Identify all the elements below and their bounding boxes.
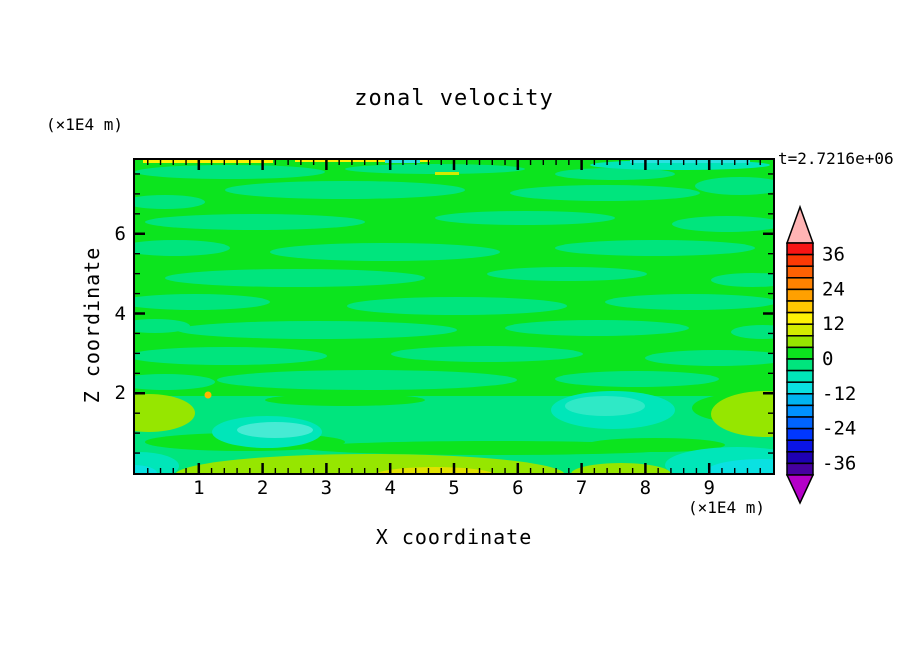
- contour-patch: [135, 240, 230, 256]
- y-tick-label: 6: [114, 222, 126, 245]
- colorbar-tick-label: 36: [822, 244, 845, 266]
- x-tick-label: 4: [384, 477, 396, 499]
- colorbar-segment: [786, 416, 814, 430]
- colorbar-segment: [786, 358, 814, 372]
- contour-patch: [165, 269, 425, 287]
- contour-patch: [672, 216, 773, 232]
- contour-patch: [135, 294, 270, 310]
- contour-patch: [435, 211, 615, 225]
- contour-patch: [237, 422, 313, 438]
- colorbar-segment: [786, 323, 814, 337]
- colorbar-tick-label: -36: [822, 452, 856, 474]
- contour-patch: [731, 325, 773, 339]
- contour-patch: [135, 374, 215, 390]
- colorbar-segment: [786, 369, 814, 383]
- y-tick-label: 4: [114, 302, 126, 325]
- colorbar-segment: [786, 381, 814, 395]
- colorbar-segment: [786, 335, 814, 349]
- colorbar-tick-label: 12: [822, 313, 845, 335]
- contour-patch: [265, 394, 425, 406]
- contour-patch: [177, 321, 457, 339]
- colorbar-segment: [786, 265, 814, 279]
- contour-patch: [630, 160, 750, 163]
- x-tick-label: 6: [512, 477, 524, 499]
- contour-patch: [555, 371, 719, 387]
- contour-patch: [135, 165, 325, 179]
- colorbar-segment: [786, 462, 814, 476]
- contour-patch: [565, 396, 645, 416]
- contour-patch: [435, 172, 459, 175]
- contour-patch: [707, 459, 773, 473]
- colorbar-tick-label: -24: [822, 418, 856, 440]
- contour-patch: [391, 346, 583, 362]
- x-tick-label: 9: [703, 477, 715, 499]
- contour-patch: [295, 160, 430, 162]
- colorbar-tick-label: -12: [822, 383, 856, 405]
- time-annotation: t=2.7216e+06: [778, 149, 894, 168]
- contour-patch: [347, 297, 567, 315]
- plot-area: [133, 158, 775, 475]
- colorbar-tick-label: 24: [822, 278, 845, 300]
- contour-patch: [204, 391, 212, 399]
- contour-patch: [585, 438, 725, 452]
- colorbar-segment: [786, 439, 814, 453]
- contour-patch: [135, 465, 157, 473]
- contour-patch: [270, 243, 500, 261]
- colorbar-segment: [786, 242, 814, 256]
- contour-patch: [711, 273, 773, 287]
- contour-patch: [711, 391, 773, 437]
- x-axis-unit-label: (×1E4 m): [688, 498, 766, 517]
- x-tick-label: 8: [639, 477, 652, 499]
- contour-patch: [135, 319, 190, 333]
- colorbar-segment: [786, 346, 814, 360]
- contour-patch: [695, 177, 773, 195]
- colorbar-segment: [786, 253, 814, 267]
- colorbar-segment: [786, 427, 814, 441]
- colorbar-segment: [786, 311, 814, 325]
- contour-patch: [505, 320, 689, 336]
- contour-patch: [605, 294, 773, 310]
- colorbar-arrow-above: [785, 204, 815, 244]
- colorbar-segment: [786, 288, 814, 302]
- contour-patch: [143, 160, 273, 163]
- x-tick-label: 7: [575, 477, 588, 499]
- x-tick-label: 5: [448, 477, 460, 499]
- contour-field: [135, 160, 773, 473]
- colorbar-segment: [786, 451, 814, 465]
- x-tick-label: 1: [193, 477, 205, 499]
- colorbar-arrow-below: [785, 474, 815, 505]
- contour-patch: [225, 181, 465, 199]
- contour-patch: [555, 168, 675, 180]
- contour-patch: [510, 185, 700, 201]
- y-axis-title: Z coordinate: [80, 246, 104, 404]
- x-tick-label: 3: [320, 477, 333, 499]
- x-axis-title: X coordinate: [375, 525, 533, 549]
- colorbar-tick-label: 0: [822, 348, 833, 370]
- x-tick-label: 2: [256, 477, 269, 499]
- contour-patch: [645, 350, 773, 366]
- colorbar-segment: [786, 393, 814, 407]
- colorbar: 36 24 12 0 -12 -24 -36: [785, 204, 856, 505]
- contour-patch: [135, 195, 205, 209]
- contour-patch: [145, 214, 365, 230]
- colorbar-segment: [786, 300, 814, 314]
- chart-title: zonal velocity: [354, 86, 554, 111]
- contour-patch: [217, 370, 517, 390]
- colorbar-segment: [786, 277, 814, 291]
- y-tick-label: 2: [114, 382, 126, 405]
- colorbar-segment: [786, 404, 814, 418]
- contour-patch: [487, 267, 647, 281]
- contour-patch: [555, 240, 755, 256]
- y-axis-unit-label: (×1E4 m): [46, 115, 124, 134]
- contour-patch: [376, 467, 494, 473]
- contour-patch: [135, 347, 327, 365]
- contour-patch: [135, 394, 195, 432]
